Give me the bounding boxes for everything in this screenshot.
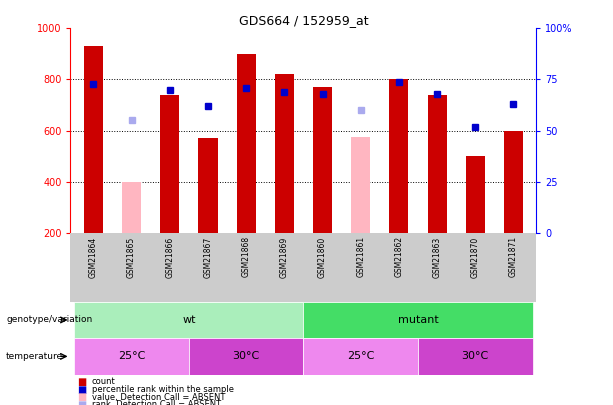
Text: GSM21870: GSM21870 bbox=[471, 237, 480, 277]
Text: value, Detection Call = ABSENT: value, Detection Call = ABSENT bbox=[92, 393, 226, 402]
Text: 30°C: 30°C bbox=[462, 352, 489, 361]
Bar bbox=[389, 79, 408, 233]
Text: GSM21864: GSM21864 bbox=[89, 237, 98, 277]
Bar bbox=[74, 302, 303, 338]
Bar bbox=[189, 338, 303, 375]
Text: GSM21860: GSM21860 bbox=[318, 237, 327, 277]
Text: percentile rank within the sample: percentile rank within the sample bbox=[92, 385, 234, 394]
Text: rank, Detection Call = ABSENT: rank, Detection Call = ABSENT bbox=[92, 400, 221, 405]
Text: GSM21861: GSM21861 bbox=[356, 237, 365, 277]
Bar bbox=[313, 87, 332, 233]
Bar bbox=[466, 156, 485, 233]
Bar bbox=[199, 138, 218, 233]
Text: GSM21868: GSM21868 bbox=[242, 237, 251, 277]
Text: ■: ■ bbox=[77, 400, 86, 405]
Title: GDS664 / 152959_at: GDS664 / 152959_at bbox=[238, 14, 368, 27]
Text: ■: ■ bbox=[77, 377, 86, 387]
Bar bbox=[84, 46, 103, 233]
Bar bbox=[160, 95, 180, 233]
Bar bbox=[303, 338, 418, 375]
Text: wt: wt bbox=[182, 315, 196, 325]
Text: count: count bbox=[92, 377, 116, 386]
Bar bbox=[303, 302, 533, 338]
Text: GSM21866: GSM21866 bbox=[166, 237, 174, 277]
Bar bbox=[418, 338, 533, 375]
Text: 25°C: 25°C bbox=[118, 352, 145, 361]
Bar bbox=[275, 75, 294, 233]
Text: genotype/variation: genotype/variation bbox=[6, 315, 93, 324]
Bar bbox=[504, 130, 523, 233]
Text: GSM21871: GSM21871 bbox=[509, 237, 518, 277]
Bar bbox=[74, 338, 189, 375]
Bar bbox=[351, 137, 370, 233]
Text: temperature: temperature bbox=[6, 352, 63, 361]
Bar bbox=[427, 95, 447, 233]
Text: 25°C: 25°C bbox=[347, 352, 375, 361]
Bar bbox=[237, 54, 256, 233]
Text: GSM21867: GSM21867 bbox=[204, 237, 213, 277]
Text: 30°C: 30°C bbox=[232, 352, 260, 361]
Text: mutant: mutant bbox=[398, 315, 438, 325]
Text: GSM21865: GSM21865 bbox=[127, 237, 136, 277]
Text: GSM21862: GSM21862 bbox=[394, 237, 403, 277]
Text: GSM21863: GSM21863 bbox=[433, 237, 441, 277]
Text: GSM21869: GSM21869 bbox=[280, 237, 289, 277]
Bar bbox=[122, 182, 141, 233]
Text: ■: ■ bbox=[77, 392, 86, 402]
Text: ■: ■ bbox=[77, 385, 86, 394]
